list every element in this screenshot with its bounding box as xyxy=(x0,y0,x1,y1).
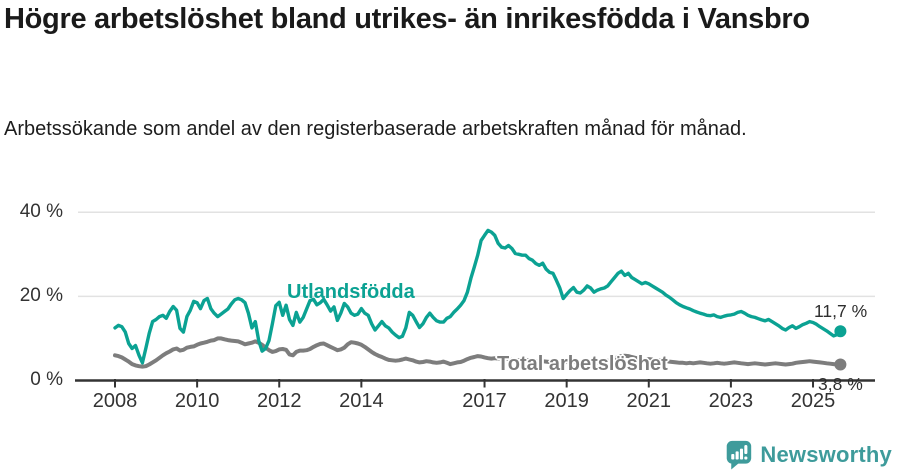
newsworthy-branding[interactable]: Newsworthy xyxy=(724,439,892,470)
page-title: Högre arbetslöshet bland utrikes- än inr… xyxy=(4,3,810,35)
chart-subtitle: Arbetssökande som andel av den registerb… xyxy=(4,118,747,140)
y-axis-tick-label-0: 0 % xyxy=(30,369,63,390)
x-axis-tick-label-2025: 2025 xyxy=(790,390,836,412)
y-axis-tick-label-40: 40 % xyxy=(19,201,63,222)
end-value-label-foreign-born: 11,7 % xyxy=(814,301,868,321)
series-label-total: Total arbetslöshet xyxy=(497,353,668,375)
end-value-label-total: 3,8 % xyxy=(818,374,863,394)
newsworthy-brand-text: Newsworthy xyxy=(760,441,892,467)
y-axis-tick-label-20: 20 % xyxy=(19,285,63,306)
x-axis-tick-label-2019: 2019 xyxy=(544,390,589,412)
x-axis-tick-label-2021: 2021 xyxy=(626,390,672,412)
newsworthy-logo-icon xyxy=(724,439,753,470)
x-axis-tick-label-2008: 2008 xyxy=(92,390,138,412)
x-axis-tick-label-2014: 2014 xyxy=(339,390,384,412)
x-axis-tick-label-2017: 2017 xyxy=(462,390,507,412)
series-label-foreign-born: Utlandsfödda xyxy=(287,281,415,303)
x-axis-tick-label-2010: 2010 xyxy=(174,390,220,412)
x-axis-tick-label-2012: 2012 xyxy=(256,390,302,412)
x-axis-tick-label-2023: 2023 xyxy=(708,390,754,412)
